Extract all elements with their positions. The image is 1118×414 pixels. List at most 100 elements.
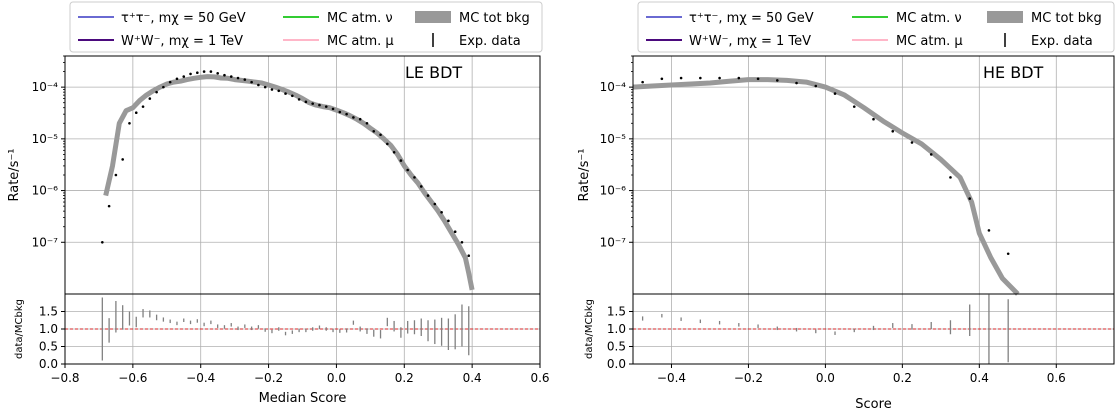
ratio-y-tick-label: 0.0 bbox=[39, 357, 58, 371]
y-tick-label: 10⁻⁵ bbox=[32, 132, 59, 146]
data-point bbox=[155, 91, 158, 94]
data-point bbox=[169, 81, 172, 84]
x-axis-label-left: Median Score bbox=[259, 391, 347, 406]
data-point bbox=[345, 113, 348, 116]
data-point bbox=[467, 254, 470, 257]
main-plot-frame-left bbox=[65, 56, 540, 294]
data-point bbox=[372, 130, 375, 133]
main-plot-area-left bbox=[65, 56, 540, 294]
data-point bbox=[393, 151, 396, 154]
data-point bbox=[210, 70, 213, 73]
data-point bbox=[386, 143, 389, 146]
data-point bbox=[757, 77, 760, 80]
x-tick-label: 0.0 bbox=[816, 371, 835, 385]
main-plot-frame-right bbox=[633, 56, 1114, 294]
data-point bbox=[305, 101, 308, 104]
ratio-y-tick-label: 1.0 bbox=[607, 322, 626, 336]
data-point bbox=[379, 133, 382, 136]
data-point bbox=[814, 85, 817, 88]
data-point bbox=[318, 104, 321, 107]
data-point bbox=[101, 241, 104, 244]
data-point bbox=[930, 153, 933, 156]
data-point bbox=[162, 86, 165, 89]
data-point bbox=[406, 169, 409, 172]
legend-label-bkg: MC tot bkg bbox=[1031, 11, 1102, 26]
data-point bbox=[776, 79, 779, 82]
x-tick-labels-right: −0.4 −0.2 0.0 0.2 0.4 0.6 bbox=[657, 364, 1066, 385]
x-tick-label: −0.8 bbox=[50, 371, 79, 385]
data-point bbox=[182, 75, 185, 78]
y-axis-label-left: Rate/s⁻¹ bbox=[7, 148, 22, 201]
data-point bbox=[189, 73, 192, 76]
data-point bbox=[311, 102, 314, 105]
data-point bbox=[237, 77, 240, 80]
x-tick-label: 0.6 bbox=[530, 371, 549, 385]
legend-left: τ⁺τ⁻, mχ = 50 GeV W⁺W⁻, mχ = 1 TeV MC at… bbox=[70, 2, 542, 52]
data-point bbox=[223, 74, 226, 77]
x-tick-label: −0.4 bbox=[657, 371, 686, 385]
legend-label-ww: W⁺W⁻, mχ = 1 TeV bbox=[689, 34, 811, 49]
data-point bbox=[911, 141, 914, 144]
legend-label-tau: τ⁺τ⁻, mχ = 50 GeV bbox=[689, 11, 814, 26]
data-point bbox=[325, 105, 328, 108]
data-point bbox=[142, 105, 145, 108]
data-point bbox=[291, 94, 294, 97]
data-point bbox=[108, 205, 111, 208]
legend-label-data: Exp. data bbox=[1031, 34, 1093, 49]
data-point bbox=[718, 77, 721, 80]
data-point bbox=[413, 176, 416, 179]
y-axis-label-right: Rate/s⁻¹ bbox=[577, 148, 592, 201]
panel-annotation-left: LE BDT bbox=[405, 63, 462, 82]
data-point bbox=[699, 77, 702, 80]
data-point bbox=[420, 185, 423, 188]
data-point bbox=[440, 211, 443, 214]
data-point bbox=[216, 72, 219, 75]
data-point bbox=[250, 81, 253, 84]
data-point bbox=[176, 77, 179, 80]
legend-label-nu: MC atm. ν bbox=[327, 11, 393, 26]
data-point bbox=[115, 174, 118, 177]
legend-label-data: Exp. data bbox=[459, 34, 521, 49]
ratio-y-tick-label: 1.0 bbox=[39, 322, 58, 336]
x-tick-label: 0.2 bbox=[893, 371, 912, 385]
data-point bbox=[872, 118, 875, 121]
y-tick-label: 10⁻⁶ bbox=[600, 184, 627, 198]
legend-label-bkg: MC tot bkg bbox=[459, 11, 530, 26]
data-point bbox=[149, 97, 152, 100]
x-tick-label: −0.4 bbox=[186, 371, 215, 385]
ratio-y-tick-label: 0.5 bbox=[39, 340, 58, 354]
legend-label-ww: W⁺W⁻, mχ = 1 TeV bbox=[121, 34, 243, 49]
x-tick-label: −0.2 bbox=[254, 371, 283, 385]
y-tick-label: 10⁻⁷ bbox=[32, 235, 59, 249]
ratio-y-tick-labels-left: 0.0 0.5 1.0 1.5 bbox=[39, 305, 65, 372]
y-tick-labels-left: 10⁻⁴ 10⁻⁵ 10⁻⁶ 10⁻⁷ bbox=[32, 56, 65, 249]
ratio-y-tick-label: 0.0 bbox=[607, 357, 626, 371]
data-point bbox=[988, 229, 991, 232]
data-point bbox=[352, 116, 355, 119]
legend-label-mu: MC atm. μ bbox=[896, 34, 963, 49]
legend-right: τ⁺τ⁻, mχ = 50 GeV W⁺W⁻, mχ = 1 TeV MC at… bbox=[638, 2, 1114, 52]
x-tick-labels-left: −0.8 −0.6 −0.4 −0.2 0.0 0.2 0.4 0.6 bbox=[50, 364, 549, 385]
data-point bbox=[400, 159, 403, 162]
data-point bbox=[434, 203, 437, 206]
y-tick-label: 10⁻⁴ bbox=[600, 80, 627, 94]
data-point bbox=[1007, 252, 1010, 255]
data-point bbox=[359, 118, 362, 121]
y-tick-label: 10⁻⁴ bbox=[32, 80, 59, 94]
x-tick-label: 0.6 bbox=[1047, 371, 1066, 385]
x-tick-label: 0.4 bbox=[970, 371, 989, 385]
x-tick-label: 0.4 bbox=[463, 371, 482, 385]
legend-label-nu: MC atm. ν bbox=[896, 11, 962, 26]
data-point bbox=[196, 71, 199, 74]
ratio-y-tick-label: 1.5 bbox=[39, 305, 58, 319]
data-point bbox=[949, 176, 952, 179]
x-axis-label-right: Score bbox=[855, 397, 891, 412]
legend-swatch-bkg bbox=[415, 11, 451, 23]
data-point bbox=[128, 122, 131, 125]
data-point bbox=[968, 197, 971, 200]
ratio-y-tick-labels-right: 0.0 0.5 1.0 1.5 bbox=[607, 305, 633, 372]
data-point bbox=[795, 82, 798, 85]
main-plot-area-right bbox=[633, 56, 1114, 294]
data-point bbox=[203, 70, 206, 73]
